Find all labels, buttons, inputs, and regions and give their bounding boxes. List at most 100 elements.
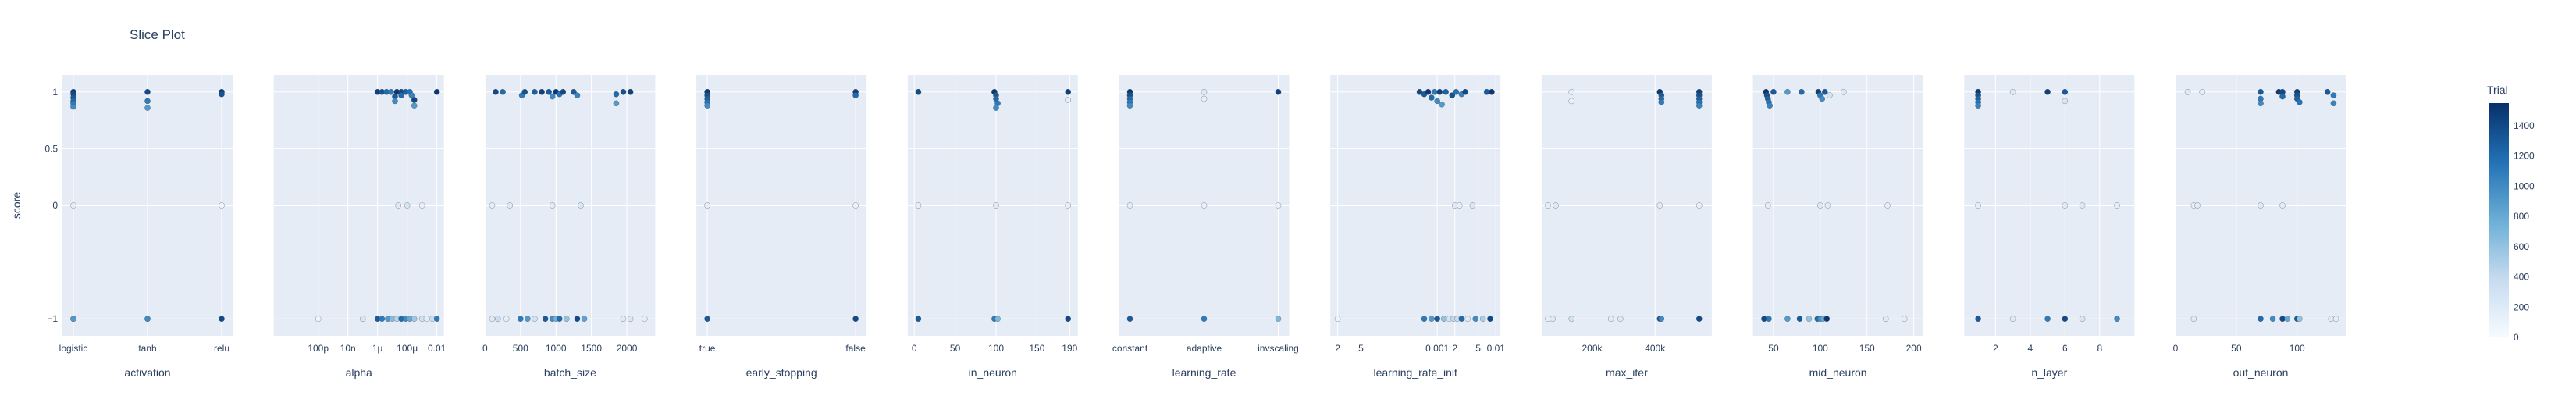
data-point (852, 92, 859, 98)
data-point (423, 316, 430, 323)
data-point (1429, 94, 1435, 101)
data-point (1201, 95, 1208, 102)
data-point (2258, 202, 2264, 209)
data-point (2296, 99, 2303, 105)
data-point (1126, 102, 1133, 109)
colorbar-tick-label: 400 (2514, 272, 2529, 283)
data-point (1766, 316, 1772, 323)
x-tick-label: false (845, 343, 866, 354)
data-point (507, 202, 514, 209)
panel-learning_rate: constant adaptive invscaling learning_rate (1112, 75, 1299, 379)
data-point (620, 88, 627, 95)
panel-activation: logistic tanh relu activation 1 0.5 0 −1 score (10, 75, 233, 379)
data-point (2114, 316, 2120, 323)
x-tick-label: 100 (2290, 343, 2305, 354)
data-point (994, 316, 1001, 323)
data-point (613, 100, 620, 107)
x-tick-label: tanh (138, 343, 156, 354)
data-point (1826, 92, 1833, 98)
data-point (387, 88, 394, 95)
x-tick-label: 100μ (397, 343, 418, 354)
data-point (915, 316, 922, 323)
x-tick-label: 100 (988, 343, 1004, 354)
colorbar: Trial 0 200 400 600 800 1000 1200 1400 (2487, 84, 2535, 343)
x-tick-label: 190 (1062, 343, 1077, 354)
data-point (1429, 316, 1435, 323)
data-point (315, 316, 322, 323)
data-point (1458, 316, 1465, 323)
data-point (1545, 202, 1551, 209)
data-point (2324, 88, 2331, 95)
data-point (560, 88, 567, 95)
x-tick-label: 150 (1859, 343, 1875, 354)
data-point (1764, 202, 1771, 209)
colorbar-tick-label: 1200 (2514, 151, 2535, 162)
data-point (1126, 202, 1133, 209)
data-point (1568, 316, 1575, 323)
data-point (852, 202, 859, 209)
data-point (1453, 88, 1460, 95)
data-point (2269, 316, 2276, 323)
data-point (2009, 88, 2016, 95)
data-point (2296, 316, 2303, 323)
data-point (574, 92, 581, 98)
data-point (2062, 88, 2069, 95)
data-point (1695, 102, 1703, 109)
x-tick-label: 500 (513, 343, 528, 354)
data-point (1821, 88, 1828, 95)
panel-mid_neuron: 50 100 150 200 mid_neuron (1752, 75, 1923, 379)
data-point (2184, 88, 2191, 95)
data-point (1065, 88, 1072, 95)
data-point (379, 316, 386, 323)
data-point (1553, 202, 1559, 209)
data-point (2279, 202, 2286, 209)
data-point (574, 316, 581, 323)
data-point (2044, 316, 2051, 323)
data-point (2044, 88, 2051, 95)
data-point (915, 88, 922, 95)
x-axis-label: learning_rate (1172, 366, 1236, 379)
data-point (411, 102, 418, 109)
data-point (993, 202, 999, 209)
panels: logistic tanh relu activation 1 0.5 0 −1 score 10… (10, 75, 2346, 379)
data-point (1462, 88, 1468, 95)
data-point (1784, 316, 1791, 323)
x-tick-label: 150 (1029, 343, 1044, 354)
data-point (1421, 316, 1428, 323)
data-point (1882, 316, 1889, 323)
x-tick-label: 0.01 (1487, 343, 1506, 354)
data-point (556, 316, 563, 323)
x-tick-label: 2 (1993, 343, 1998, 354)
x-axis-label: max_iter (1606, 366, 1648, 379)
x-tick-label: 1000 (546, 343, 567, 354)
x-tick-label: 2 (1335, 343, 1340, 354)
x-axis-label: in_neuron (969, 366, 1017, 379)
data-point (2062, 202, 2069, 209)
data-point (627, 88, 634, 95)
data-point (1434, 316, 1441, 323)
panel-batch_size: 0 500 1000 1500 2000 batch_size (482, 75, 656, 379)
data-point (489, 202, 496, 209)
x-tick-label: 0 (912, 343, 917, 354)
x-tick-label: 0.01 (428, 343, 447, 354)
data-point (549, 202, 556, 209)
data-point (2079, 202, 2086, 209)
colorbar-tick-label: 1000 (2514, 180, 2535, 191)
data-point (1425, 88, 1432, 95)
data-point (1469, 202, 1476, 209)
data-point (1201, 88, 1208, 95)
data-point (641, 316, 648, 323)
data-point (1770, 88, 1777, 95)
data-point (1439, 101, 1445, 108)
x-axis-label: out_neuron (2233, 366, 2289, 379)
data-point (1819, 95, 1826, 102)
data-point (1065, 97, 1072, 103)
data-point (1607, 316, 1614, 323)
data-point (2190, 316, 2197, 323)
data-point (993, 105, 999, 111)
x-tick-label: 0.001 (1425, 343, 1449, 354)
data-point (433, 88, 440, 95)
data-point (1695, 316, 1703, 323)
data-point (395, 202, 402, 209)
